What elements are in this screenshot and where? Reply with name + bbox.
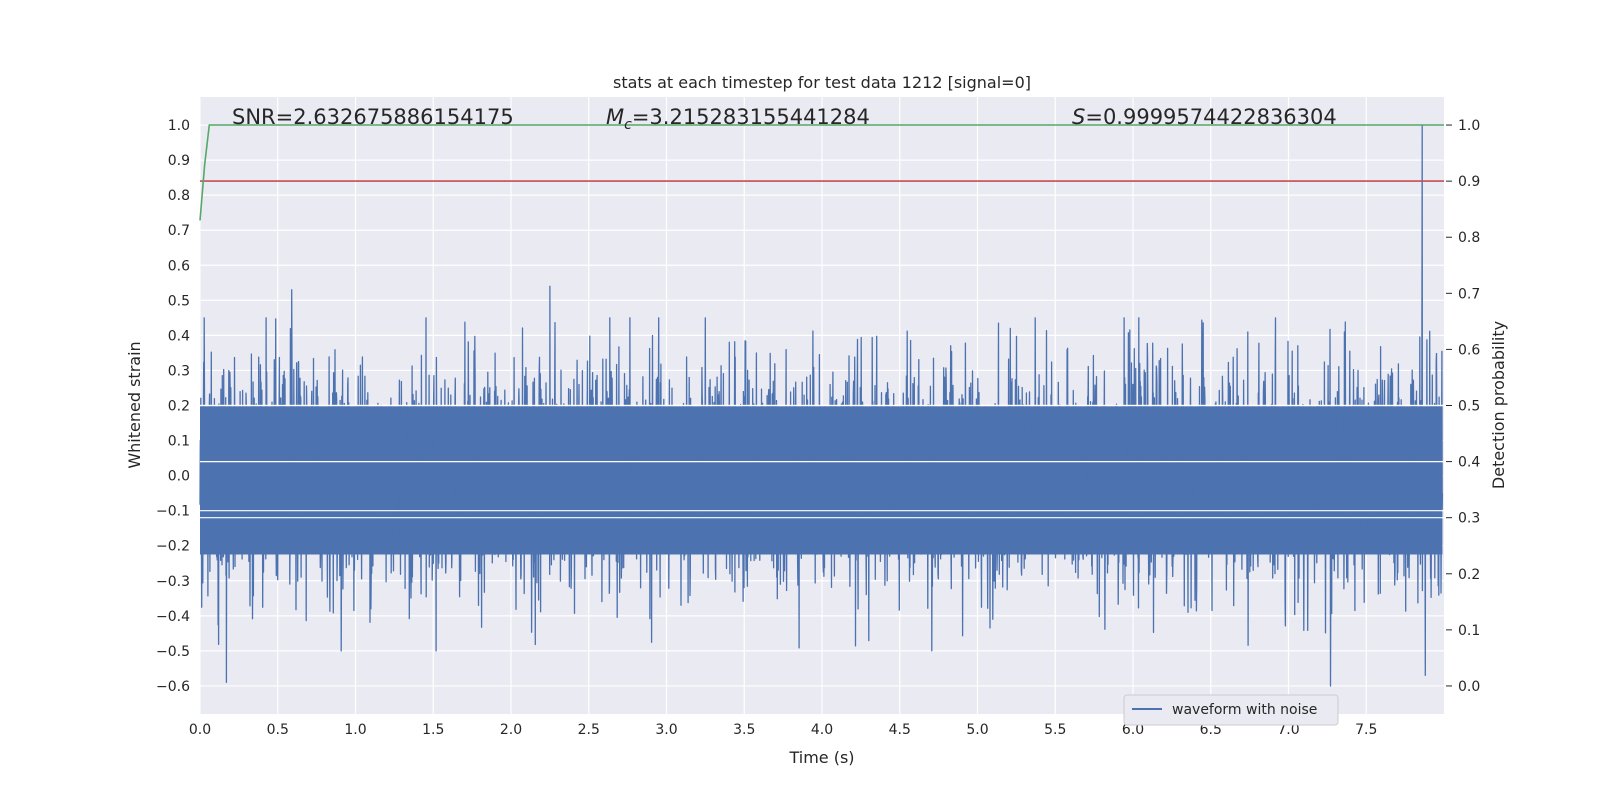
y2-tick-label: 0.7 <box>1458 286 1480 302</box>
y-tick-label: −0.5 <box>156 644 190 660</box>
x-axis-ticks: 0.0 0.5 1.0 1.5 2.0 2.5 3.0 3.5 4.0 4.5 5.0 5.5 6.0 6… <box>189 722 1378 738</box>
x-tick-label: 3.0 <box>655 722 677 738</box>
y-tick-label: 0.4 <box>168 328 190 344</box>
x-tick-label: 7.5 <box>1355 722 1377 738</box>
x-tick-label: 2.0 <box>500 722 522 738</box>
x-tick-label: 2.5 <box>578 722 600 738</box>
x-tick-label: 5.5 <box>1044 722 1066 738</box>
waveform-series <box>199 124 1444 687</box>
y-tick-label: 0.8 <box>168 188 190 204</box>
chart-title: stats at each timestep for test data 121… <box>613 73 1031 92</box>
y-tick-label: −0.1 <box>156 504 190 520</box>
y2-tick-label: 0.1 <box>1458 623 1480 639</box>
y2-tick-label: 0.5 <box>1458 399 1480 415</box>
x-tick-label: 4.0 <box>811 722 833 738</box>
y2-tick-label: 0.8 <box>1458 230 1480 246</box>
y2-tick-label: 0.2 <box>1458 567 1480 583</box>
y-tick-label: 0.1 <box>168 434 190 450</box>
x-axis-label: Time (s) <box>788 748 854 767</box>
probability-series <box>199 124 1444 221</box>
y-tick-label: −0.3 <box>156 574 190 590</box>
y2-tick-label: 0.3 <box>1458 511 1480 527</box>
y-tick-label: −0.4 <box>156 609 190 625</box>
x-tick-label: 4.5 <box>889 722 911 738</box>
y-tick-label: 0.9 <box>168 153 190 169</box>
x-tick-label: 6.0 <box>1122 722 1144 738</box>
x-tick-label: 1.5 <box>422 722 444 738</box>
y-axis-label: Whitened strain <box>125 341 144 468</box>
x-tick-label: 5.0 <box>966 722 988 738</box>
y-tick-label: 0.3 <box>168 363 190 379</box>
y-axis-ticks: −0.6 −0.5 −0.4 −0.3 −0.2 −0.1 0.0 0.1 0.2 0.3 0.4 0… <box>156 118 190 695</box>
score-annotation: S=0.9999574422836304 <box>1072 105 1337 129</box>
y2-tick-label: 0.0 <box>1458 679 1480 695</box>
y-tick-label: 0.0 <box>168 469 190 485</box>
waveform-line <box>199 124 1444 687</box>
x-tick-label: 6.5 <box>1200 722 1222 738</box>
y-tick-label: −0.6 <box>156 679 190 695</box>
x-tick-label: 7.0 <box>1277 722 1299 738</box>
y2-axis-ticks: 0.0 0.1 0.2 0.3 0.4 0.5 0.6 0.7 0.8 0.9 1.0 <box>1446 118 1480 695</box>
x-tick-label: 3.5 <box>733 722 755 738</box>
legend-box <box>1123 694 1339 726</box>
y-tick-label: 0.5 <box>168 293 190 309</box>
x-tick-label: 1.0 <box>344 722 366 738</box>
y2-tick-label: 0.4 <box>1458 455 1480 471</box>
y2-tick-label: 0.9 <box>1458 174 1480 190</box>
grid-overlay <box>200 404 1444 519</box>
legend-label-waveform: waveform with noise <box>1172 702 1317 718</box>
y-tick-label: −0.2 <box>156 539 190 555</box>
y-tick-label: 1.0 <box>168 118 190 134</box>
x-tick-label: 0.0 <box>189 722 211 738</box>
y2-axis-label: Detection probability <box>1489 321 1508 489</box>
legend: waveform with noise <box>1123 694 1339 726</box>
y2-tick-label: 0.6 <box>1458 342 1480 358</box>
y2-tick-label: 1.0 <box>1458 118 1480 134</box>
y-tick-label: 0.6 <box>168 258 190 274</box>
snr-annotation: SNR=2.632675886154175 <box>232 105 514 129</box>
detection-probability-line <box>199 124 1444 221</box>
y-tick-label: 0.7 <box>168 223 190 239</box>
x-tick-label: 0.5 <box>267 722 289 738</box>
chirp-mass-annotation: Mc=3.215283155441284 <box>606 105 870 133</box>
y-tick-label: 0.2 <box>168 399 190 415</box>
